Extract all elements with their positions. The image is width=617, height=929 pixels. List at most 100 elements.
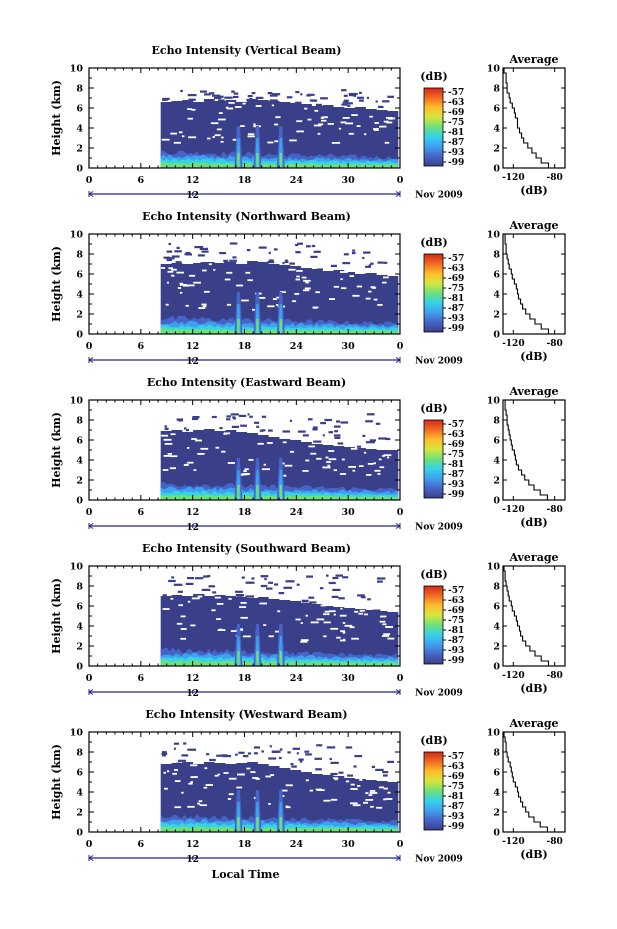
echo-gap [350, 783, 355, 786]
echo-speckle [362, 434, 366, 437]
echo-speckle [306, 245, 311, 248]
echo-gap [316, 789, 325, 791]
echo-speckle [366, 96, 369, 99]
echo-speckle [342, 262, 351, 265]
average-frame [502, 565, 566, 667]
echo-speckle [326, 746, 336, 749]
echo-gap [163, 771, 166, 774]
echo-speckle [239, 101, 246, 105]
echo-speckle [246, 249, 251, 252]
convective-plume-peak [279, 319, 282, 334]
date-span-right-cap [395, 689, 401, 695]
echo-gap [383, 798, 386, 801]
echo-gap [166, 281, 169, 284]
echo-gap [178, 131, 183, 134]
average-frame [502, 67, 566, 169]
echo-gap [339, 473, 347, 475]
echo-gap [373, 298, 378, 301]
echo-gap [162, 608, 170, 610]
echo-speckle [278, 756, 282, 760]
echo-gap [381, 635, 389, 637]
echo-gap [295, 618, 301, 621]
date-mid-label: 12 [186, 191, 199, 201]
echo-gap [220, 140, 224, 143]
echo-gap [275, 630, 280, 633]
echo-gap [180, 628, 187, 630]
date-span-left-cap [88, 523, 94, 529]
echo-gap [228, 793, 234, 796]
echo-gap [219, 628, 223, 631]
echo-speckle [353, 94, 357, 97]
y-tick-label: 8 [76, 250, 83, 261]
echo-gap [384, 141, 390, 144]
echo-speckle [324, 418, 333, 422]
echo-gap [356, 285, 362, 288]
echo-gap [300, 640, 308, 643]
y-tick-label: 2 [76, 476, 83, 487]
average-y-tick-label: 2 [493, 642, 500, 653]
average-y-tick-label: 2 [493, 808, 500, 819]
colorbar-tick-label: -81 [448, 460, 464, 470]
echo-speckle [376, 577, 386, 580]
echo-speckle [286, 96, 293, 99]
beam-panel: Echo Intensity (Eastward Beam)0246810Hei… [50, 376, 566, 533]
average-y-tick-label: 8 [493, 84, 500, 95]
echo-gap [253, 123, 256, 126]
echo-gap [250, 771, 256, 773]
echo-speckle [267, 92, 273, 95]
echo-speckle [173, 742, 180, 745]
echo-gap [170, 597, 174, 600]
echo-speckle [311, 244, 316, 248]
echo-gap [357, 785, 361, 787]
echo-speckle [229, 259, 237, 262]
echo-gap [382, 281, 387, 284]
echo-speckle [173, 747, 176, 750]
y-tick-label: 6 [76, 768, 83, 779]
colorbar-tick-label: -93 [448, 148, 464, 158]
y-tick-label: 4 [76, 124, 83, 135]
echo-gap [216, 618, 222, 620]
echo-gap [330, 627, 339, 630]
average-y-tick-label: 2 [493, 144, 500, 155]
average-x-tick-label: -80 [547, 837, 563, 847]
echo-speckle [219, 427, 223, 430]
average-y-tick-label: 0 [493, 496, 500, 507]
echo-speckle [212, 591, 217, 594]
x-tick-label: 12 [186, 175, 199, 186]
echo-gap [327, 464, 330, 467]
echo-gap [379, 466, 385, 469]
echo-gap [244, 468, 249, 471]
echo-gap [181, 791, 184, 794]
echo-speckle [352, 249, 356, 252]
echo-gap [289, 450, 295, 453]
average-y-tick-label: 6 [493, 602, 500, 613]
average-profile-line [503, 68, 560, 169]
echo-speckle [206, 753, 210, 756]
echo-speckle [200, 262, 206, 265]
echo-speckle [268, 259, 274, 262]
echo-gap [271, 104, 275, 107]
echo-gap [334, 778, 338, 781]
x-tick-label: 0 [86, 175, 93, 186]
y-tick-label: 2 [76, 310, 83, 321]
echo-gap [242, 635, 251, 638]
echo-speckle [171, 576, 175, 579]
echo-speckle [330, 264, 337, 267]
echo-speckle [235, 590, 243, 593]
echo-gap [187, 600, 191, 603]
echo-gap [383, 276, 389, 279]
echo-gap [274, 123, 279, 126]
echo-gap [291, 300, 297, 303]
echo-speckle [343, 253, 349, 256]
echo-gap [169, 467, 176, 470]
echo-gap [328, 450, 335, 452]
echo-gap [240, 125, 245, 127]
echo-gap [315, 291, 320, 294]
echo-speckle [290, 763, 294, 766]
echo-gap [365, 792, 369, 794]
echo-speckle [185, 251, 191, 255]
echo-gap [236, 284, 244, 287]
average-y-tick-label: 0 [493, 164, 500, 175]
echo-gap [267, 305, 275, 308]
echo-speckle [268, 251, 271, 254]
